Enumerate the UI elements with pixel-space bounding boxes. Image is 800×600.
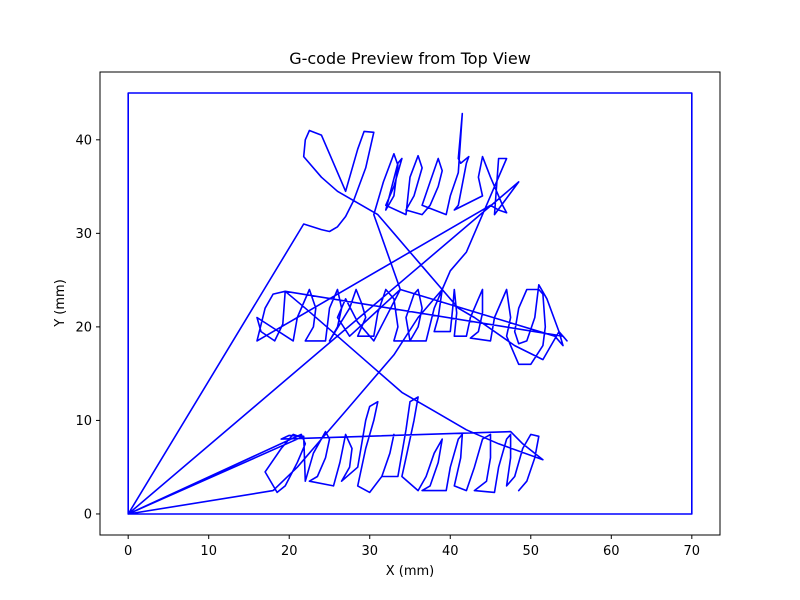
x-tick-label: 20 [281,544,298,559]
y-tick-label: 30 [75,227,92,242]
plot-area [127,92,693,515]
y-tick-label: 10 [75,414,92,429]
y-tick-label: 20 [75,320,92,335]
y-tick-label: 0 [84,507,92,522]
toolpath-line-1 [127,92,693,515]
y-tick-label: 40 [75,133,92,148]
x-tick-label: 60 [603,544,620,559]
x-tick-label: 0 [124,544,132,559]
chart-title: G-code Preview from Top View [289,49,531,68]
x-tick-label: 40 [442,544,459,559]
x-tick-label: 10 [200,544,217,559]
x-axis-label: X (mm) [386,564,435,579]
y-axis: 0 10 20 30 40 [75,133,100,522]
x-tick-label: 50 [523,544,540,559]
y-axis-label: Y (mm) [53,279,68,328]
x-tick-label: 30 [361,544,378,559]
x-axis: 0 10 20 30 40 50 60 70 [124,535,700,559]
axes-frame [99,71,721,536]
x-tick-label: 70 [684,544,701,559]
